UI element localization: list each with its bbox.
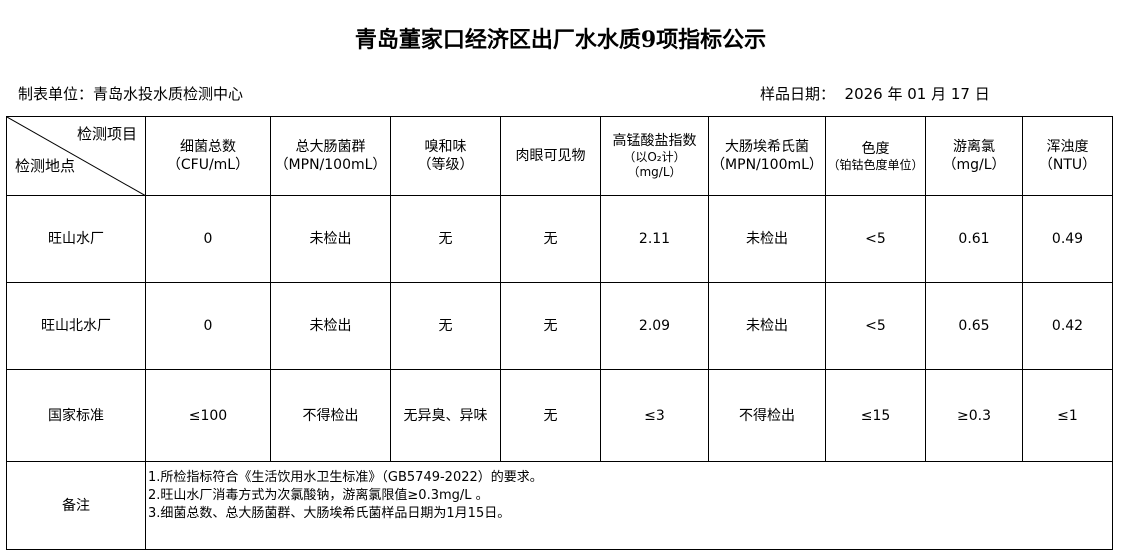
corner-top-label: 检测项目 — [76, 125, 137, 143]
col-name: 肉眼可见物 — [515, 148, 586, 164]
col-header: 大肠埃希氏菌 （MPN/100mL） — [708, 116, 826, 196]
value-cell: 0.42 — [1022, 282, 1113, 370]
notes-cell: 1.所检指标符合《生活饮用水卫生标准》（GB5749-2022）的要求。 2.旺… — [145, 461, 1113, 550]
col-header: 肉眼可见物 — [500, 116, 601, 196]
col-name: 嗅和味 — [424, 139, 467, 155]
table-row: 旺山北水厂 0 未检出 无 无 2.09 未检出 <5 0.65 0.42 — [6, 282, 1113, 370]
value-cell: 无 — [500, 195, 601, 283]
page-title: 青岛董家口经济区出厂水水质9项指标公示 — [354, 27, 767, 53]
col-unit: （MPN/100mL） — [711, 157, 823, 173]
value-cell: 未检出 — [270, 282, 391, 370]
value-cell: 2.09 — [600, 282, 709, 370]
col-header: 嗅和味 （等级） — [390, 116, 501, 196]
value-cell: ≤1 — [1022, 369, 1113, 462]
value-cell: ≤15 — [825, 369, 926, 462]
value-cell: 不得检出 — [270, 369, 391, 462]
col-name: 游离氯 — [953, 139, 995, 155]
col-name: 细菌总数 — [180, 139, 236, 155]
table-row: 旺山水厂 0 未检出 无 无 2.11 未检出 <5 0.61 0.49 — [6, 195, 1113, 283]
col-name: 高锰酸盐指数 — [612, 133, 697, 149]
site-cell: 旺山北水厂 — [6, 282, 146, 370]
col-unit: （NTU） — [1038, 157, 1097, 173]
value-cell: 无 — [390, 195, 501, 283]
note-line: 2.旺山水厂消毒方式为次氯酸钠，游离氯限值≥0.3mg/L 。 — [148, 487, 489, 503]
value-cell: <5 — [825, 195, 926, 283]
value-cell: 0 — [145, 195, 271, 283]
value-cell: ≥0.3 — [925, 369, 1023, 462]
corner-header: 检测项目 检测地点 — [6, 116, 146, 196]
value-cell: 无 — [500, 282, 601, 370]
value-cell: 未检出 — [270, 195, 391, 283]
header-row: 检测项目 检测地点 细菌总数 （CFU/mL） 总大肠菌群 （MPN/100mL） … — [6, 116, 1113, 196]
col-unit: （mg/L） — [942, 157, 1006, 173]
col-header: 游离氯 （mg/L） — [925, 116, 1023, 196]
value-cell: ≤100 — [145, 369, 271, 462]
value-cell: 未检出 — [708, 282, 826, 370]
col-unit: （以O₂计） — [623, 150, 686, 164]
site-cell: 国家标准 — [6, 369, 146, 462]
col-header: 浑浊度 （NTU） — [1022, 116, 1113, 196]
col-unit2: （mg/L） — [627, 165, 682, 179]
value-cell: 2.11 — [600, 195, 709, 283]
sample-date: 样品日期： 2026 年 01 月 17 日 — [760, 85, 990, 103]
site-cell: 旺山水厂 — [6, 195, 146, 283]
notes-row: 备注 1.所检指标符合《生活饮用水卫生标准》（GB5749-2022）的要求。 … — [6, 461, 1113, 550]
col-header: 总大肠菌群 （MPN/100mL） — [270, 116, 391, 196]
value-cell: <5 — [825, 282, 926, 370]
col-name: 色度 — [861, 140, 890, 157]
note-line: 1.所检指标符合《生活饮用水卫生标准》（GB5749-2022）的要求。 — [148, 469, 543, 485]
note-line: 3.细菌总数、总大肠菌群、大肠埃希氏菌样品日期为1月15日。 — [148, 505, 511, 521]
col-unit: （CFU/mL） — [166, 157, 250, 173]
value-cell: 不得检出 — [708, 369, 826, 462]
col-header: 色度 （铂钴色度单位） — [825, 116, 926, 196]
col-name: 浑浊度 — [1046, 139, 1089, 155]
col-header: 高锰酸盐指数 （以O₂计） （mg/L） — [600, 116, 709, 196]
corner-bottom-label: 检测地点 — [15, 157, 76, 175]
col-header: 细菌总数 （CFU/mL） — [145, 116, 271, 196]
notes-label: 备注 — [6, 461, 146, 550]
issuing-unit: 制表单位：青岛水投水质检测中心 — [18, 85, 244, 103]
col-unit: （铂钴色度单位） — [827, 157, 924, 172]
value-cell: 0 — [145, 282, 271, 370]
col-name: 总大肠菌群 — [295, 139, 366, 155]
value-cell: ≤3 — [600, 369, 709, 462]
value-cell: 无 — [500, 369, 601, 462]
value-cell: 0.49 — [1022, 195, 1113, 283]
water-quality-table: 检测项目 检测地点 细菌总数 （CFU/mL） 总大肠菌群 （MPN/100mL） … — [6, 116, 1113, 550]
value-cell: 无异臭、异味 — [390, 369, 501, 462]
table-row: 国家标准 ≤100 不得检出 无异臭、异味 无 ≤3 不得检出 ≤15 ≥0.3… — [6, 369, 1113, 462]
value-cell: 未检出 — [708, 195, 826, 283]
col-unit: （MPN/100mL） — [274, 157, 387, 173]
col-unit: （等级） — [417, 157, 474, 173]
value-cell: 无 — [390, 282, 501, 370]
col-name: 大肠埃希氏菌 — [725, 139, 809, 155]
value-cell: 0.61 — [925, 195, 1023, 283]
value-cell: 0.65 — [925, 282, 1023, 370]
